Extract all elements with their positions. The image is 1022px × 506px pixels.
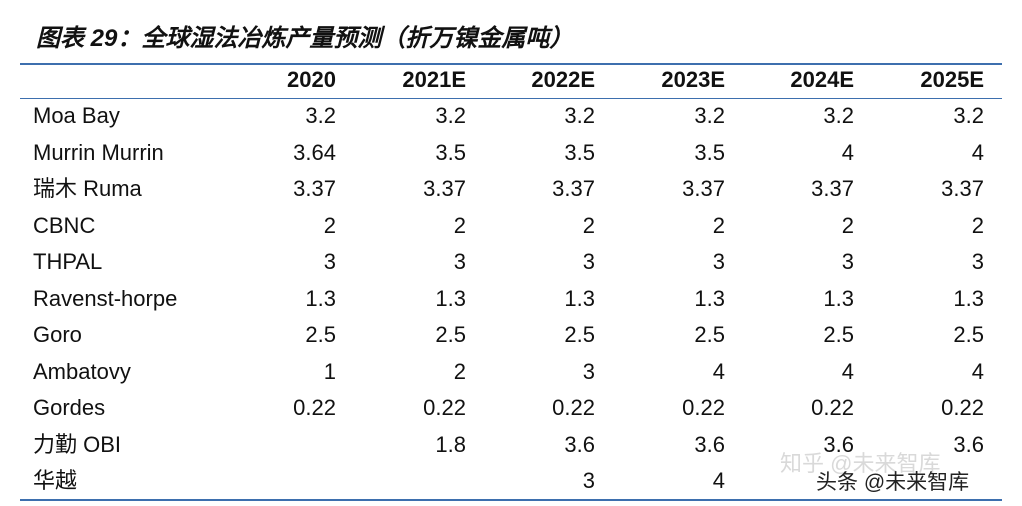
bottom-rule [20, 499, 1002, 501]
watermark: 知乎 @未来智库 [780, 451, 941, 476]
cell-value: 1.3 [564, 285, 595, 311]
cell-value: 3.6 [823, 431, 854, 457]
cell-value: 3.2 [435, 103, 466, 128]
cell-value: 3 [971, 249, 984, 274]
row-label: Ravenst-horpe [33, 285, 178, 311]
row-label: Moa Bay [33, 103, 120, 128]
cell-value: 3 [582, 358, 595, 384]
cell-value: 3.37 [811, 176, 854, 201]
cell-value: 1.3 [823, 285, 854, 311]
cell-value: 3.2 [305, 103, 336, 128]
column-header: 2021E [402, 67, 466, 92]
cell-value: 1.3 [305, 285, 336, 311]
cell-value: 3.6 [953, 431, 984, 457]
cell-value: 3 [841, 249, 854, 274]
cell-value: 0.22 [682, 395, 725, 420]
cell-value: 0.22 [423, 395, 466, 420]
cell-value: 4 [841, 358, 854, 384]
cell-value: 2 [323, 212, 336, 238]
cell-value: 3.5 [564, 139, 595, 165]
cell-value: 0.22 [293, 395, 336, 420]
row-label: THPAL [33, 249, 103, 274]
cell-value: 2.5 [435, 322, 466, 347]
cell-value: 1.3 [435, 285, 466, 311]
cell-value: 3 [582, 468, 595, 493]
cell-value: 3 [582, 249, 595, 274]
row-label: Goro [33, 322, 82, 347]
cell-value: 2.5 [953, 322, 984, 347]
header-rule [20, 98, 1002, 99]
cell-value: 3.37 [423, 176, 466, 201]
column-header: 2020 [287, 67, 336, 92]
cell-value: 4 [712, 358, 725, 384]
cell-value: 1.3 [694, 285, 725, 311]
cell-value: 4 [971, 139, 984, 165]
cell-value: 3.6 [564, 431, 595, 457]
column-header: 2022E [531, 67, 595, 92]
cell-value: 3.6 [694, 431, 725, 457]
row-label: 瑞木 Ruma [33, 176, 142, 201]
cell-value: 0.22 [552, 395, 595, 420]
watermark: 头条 @未来智库 [816, 471, 970, 494]
cell-value: 2 [971, 212, 984, 238]
cell-value: 2 [841, 212, 854, 238]
cell-value: 2.5 [694, 322, 725, 347]
row-label: Ambatovy [33, 358, 131, 384]
cell-value: 3.37 [293, 176, 336, 201]
cell-value: 0.22 [811, 395, 854, 420]
cell-value: 2.5 [564, 322, 595, 347]
cell-value: 3.2 [823, 103, 854, 128]
cell-value: 3.64 [293, 139, 336, 165]
cell-value: 2 [453, 212, 466, 238]
cell-value: 1.8 [435, 431, 466, 457]
cell-value: 1.3 [953, 285, 984, 311]
cell-value: 4 [841, 139, 854, 165]
cell-value: 3 [323, 249, 336, 274]
cell-value: 3 [453, 249, 466, 274]
cell-value: 3.2 [694, 103, 725, 128]
cell-value: 3.37 [682, 176, 725, 201]
cell-value: 3.5 [694, 139, 725, 165]
column-header: 2025E [920, 67, 984, 92]
row-label: CBNC [33, 212, 96, 238]
row-label: Gordes [33, 395, 106, 420]
row-label: 力勤 OBI [33, 431, 122, 457]
row-label: Murrin Murrin [33, 139, 164, 165]
cell-value: 4 [971, 358, 984, 384]
cell-value: 2.5 [823, 322, 854, 347]
cell-value: 3.2 [564, 103, 595, 128]
column-header: 2023E [661, 67, 725, 92]
cell-value: 4 [712, 468, 725, 493]
cell-value: 2 [453, 358, 466, 384]
cell-value: 3.5 [435, 139, 466, 165]
cell-value: 0.22 [941, 395, 984, 420]
cell-value: 2.5 [305, 322, 336, 347]
column-header: 2024E [790, 67, 854, 92]
cell-value: 3.37 [941, 176, 984, 201]
cell-value: 3.37 [552, 176, 595, 201]
cell-value: 3.2 [953, 103, 984, 128]
table-title: 图表 29：全球湿法冶炼产量预测（折万镍金属吨） [36, 25, 574, 52]
top-rule [20, 63, 1002, 65]
cell-value: 2 [582, 212, 595, 238]
cell-value: 2 [712, 212, 725, 238]
cell-value: 1 [323, 358, 336, 384]
cell-value: 3 [712, 249, 725, 274]
row-label: 华越 [33, 468, 78, 493]
